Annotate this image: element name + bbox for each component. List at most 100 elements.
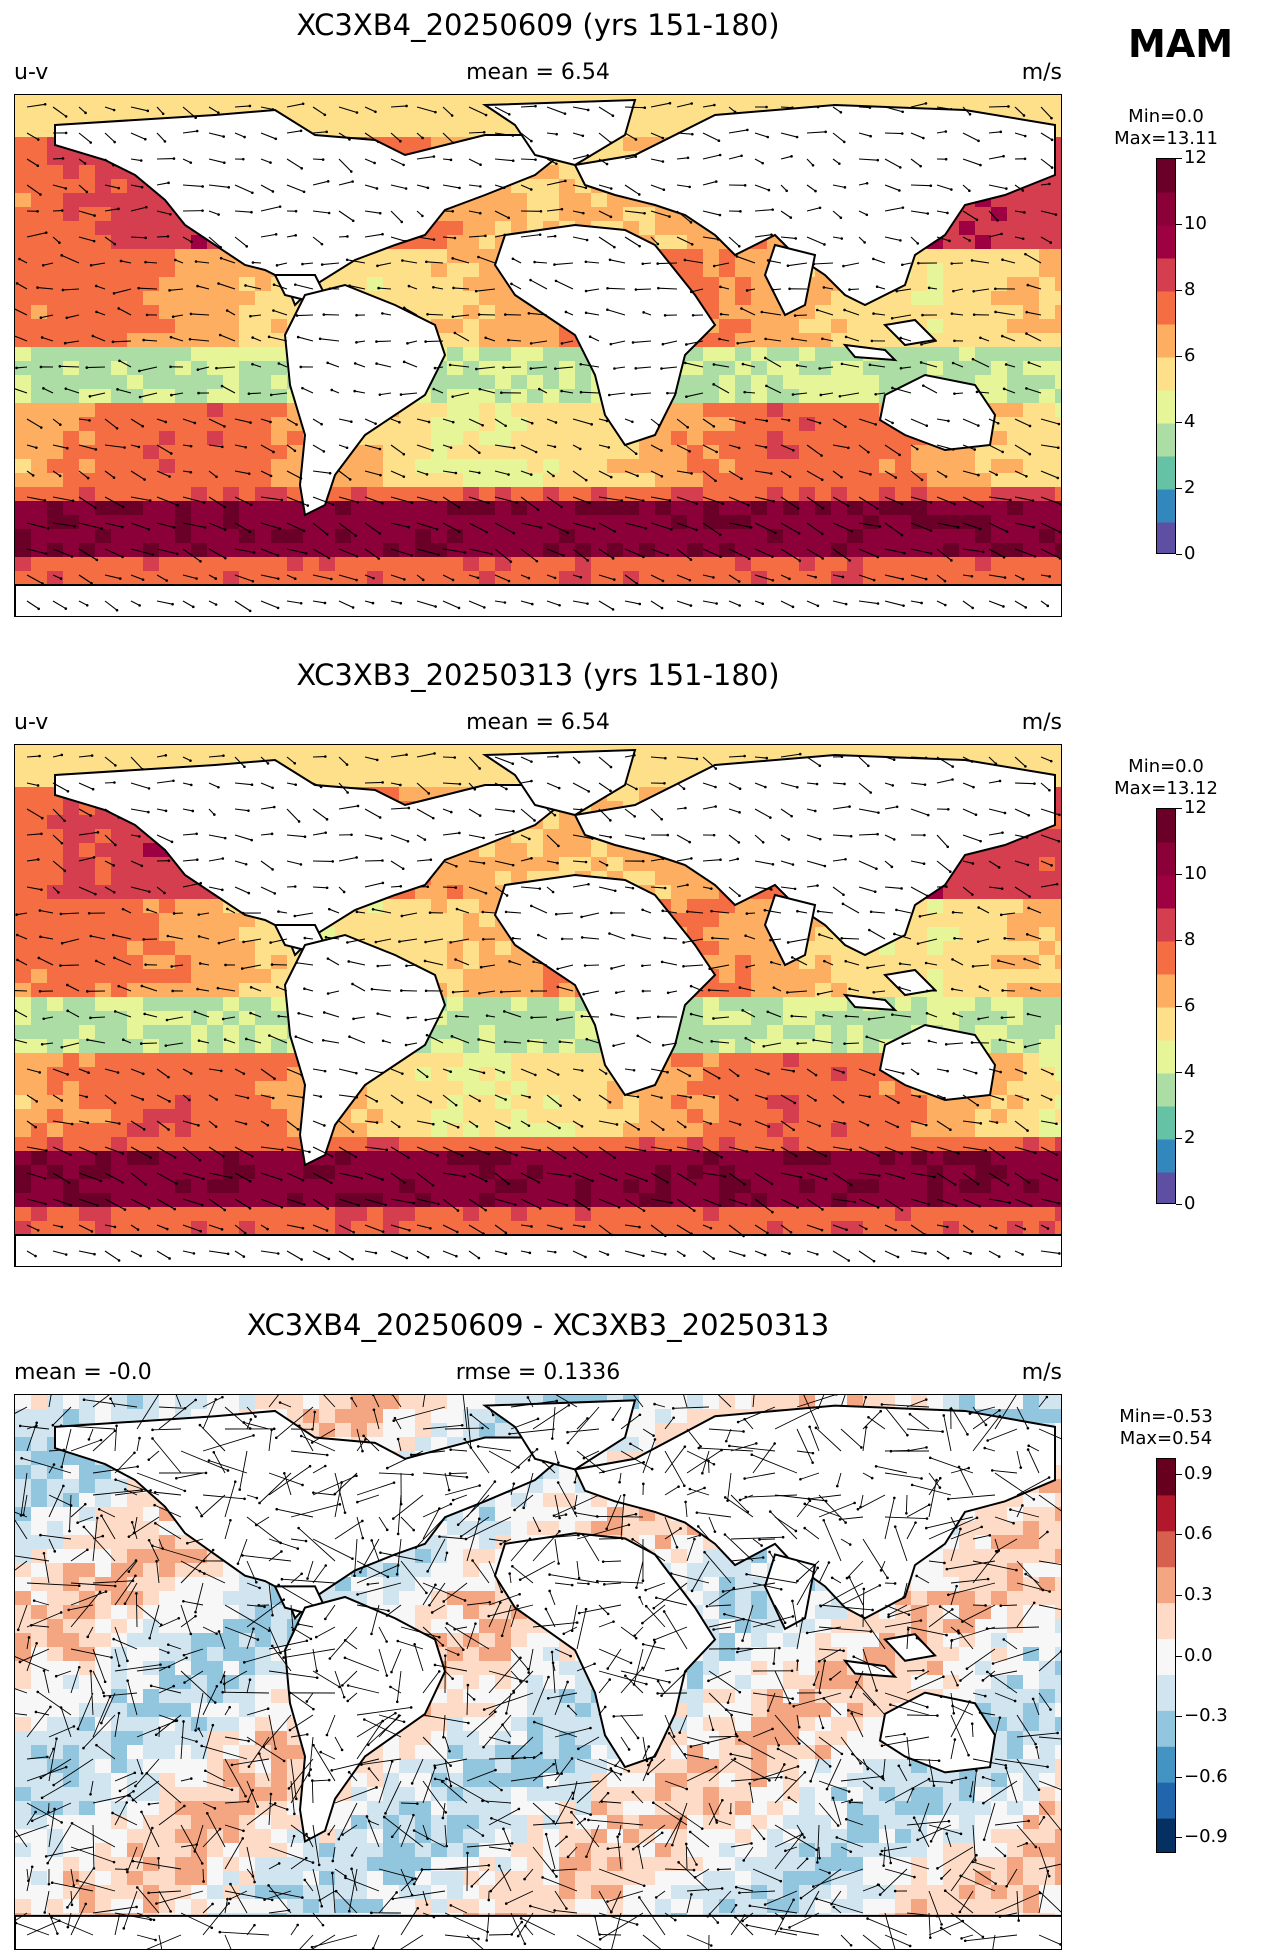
field-cell xyxy=(735,543,751,557)
field-cell xyxy=(15,787,31,801)
field-cell xyxy=(591,445,607,459)
field-cell xyxy=(63,745,79,759)
field-cell xyxy=(783,571,799,585)
field-cell xyxy=(623,445,639,459)
field-cell xyxy=(95,885,111,899)
field-cell xyxy=(1039,515,1055,529)
field-cell xyxy=(175,361,191,375)
field-cell xyxy=(591,473,607,487)
wind-vector-head xyxy=(1001,258,1004,261)
wind-vector-head xyxy=(797,507,800,510)
wind-vector-head xyxy=(579,448,582,451)
field-cell xyxy=(319,515,335,529)
field-cell xyxy=(463,333,479,347)
wind-vector-head xyxy=(95,285,98,288)
field-cell xyxy=(431,913,447,927)
field-cell xyxy=(431,291,447,305)
wind-vector-head xyxy=(977,140,980,143)
wind-vector-head xyxy=(95,448,98,451)
wind-vector-head xyxy=(227,186,230,189)
field-cell xyxy=(111,263,127,277)
field-cell xyxy=(31,815,47,829)
field-cell xyxy=(527,487,543,501)
field-cell xyxy=(31,361,47,375)
field-cell xyxy=(847,319,863,333)
wind-vector-head xyxy=(1002,155,1005,158)
field-cell xyxy=(655,445,671,459)
field-cell xyxy=(735,571,751,585)
field-cell xyxy=(111,221,127,235)
field-cell xyxy=(751,515,767,529)
field-cell xyxy=(175,375,191,389)
field-cell xyxy=(127,263,143,277)
wind-vector-head xyxy=(643,212,646,215)
field-cell xyxy=(255,319,271,333)
field-cell xyxy=(95,361,111,375)
field-cell xyxy=(159,403,175,417)
field-cell xyxy=(447,431,463,445)
field-cell xyxy=(687,885,703,899)
panel-2-unit-label: m/s xyxy=(1022,710,1062,735)
field-cell xyxy=(447,221,463,235)
wind-vector-head xyxy=(484,235,487,238)
field-cell xyxy=(127,305,143,319)
wind-vector-head xyxy=(381,502,384,505)
wind-vector-head xyxy=(534,105,537,108)
field-cell xyxy=(383,515,399,529)
field-cell xyxy=(575,529,591,543)
wind-vector xyxy=(60,366,79,367)
field-cell xyxy=(959,333,975,347)
wind-vector-head xyxy=(250,503,253,506)
wind-vector-head xyxy=(925,424,928,427)
wind-vector-head xyxy=(657,287,660,290)
field-cell xyxy=(895,487,911,501)
field-cell xyxy=(63,403,79,417)
wind-vector-head xyxy=(848,288,851,291)
wind-vector-head xyxy=(920,602,923,605)
field-cell xyxy=(831,487,847,501)
wind-vector-head xyxy=(534,158,537,161)
wind-vector-head xyxy=(64,607,67,610)
wind-vector-head xyxy=(540,210,543,213)
wind-vector-head xyxy=(327,180,330,183)
field-cell xyxy=(15,473,31,487)
field-cell xyxy=(447,529,463,543)
wind-vector-head xyxy=(1024,135,1027,138)
wind-vector-head xyxy=(248,472,251,475)
wind-vector-head xyxy=(300,167,303,170)
wind-vector xyxy=(952,263,963,264)
field-cell xyxy=(63,759,79,773)
wind-vector-head xyxy=(434,111,437,114)
field-cell xyxy=(447,557,463,571)
wind-vector-head xyxy=(788,578,791,581)
wind-vector-head xyxy=(891,317,894,320)
wind-vector-head xyxy=(190,471,193,474)
wind-vector-head xyxy=(533,261,536,264)
field-cell xyxy=(799,403,815,417)
panel-1-wind-map xyxy=(14,94,1062,617)
field-cell xyxy=(383,759,399,773)
field-cell xyxy=(175,899,191,913)
field-cell xyxy=(527,431,543,445)
wind-vector-head xyxy=(89,395,92,398)
field-cell xyxy=(719,543,735,557)
field-cell xyxy=(447,123,463,137)
field-cell xyxy=(527,319,543,333)
wind-vector-head xyxy=(995,473,998,476)
field-cell xyxy=(447,291,463,305)
wind-vector-head xyxy=(820,394,823,397)
field-cell xyxy=(239,277,255,291)
field-cell xyxy=(895,473,911,487)
field-cell xyxy=(511,417,527,431)
field-cell xyxy=(575,459,591,473)
field-cell xyxy=(383,263,399,277)
field-cell xyxy=(639,109,655,123)
field-cell xyxy=(959,745,975,759)
field-cell xyxy=(607,501,623,515)
wind-vector-head xyxy=(580,576,583,579)
field-cell xyxy=(351,557,367,571)
wind-vector-head xyxy=(981,505,984,508)
field-cell xyxy=(479,571,495,585)
wind-vector-head xyxy=(973,313,976,316)
wind-vector-head xyxy=(65,387,68,390)
